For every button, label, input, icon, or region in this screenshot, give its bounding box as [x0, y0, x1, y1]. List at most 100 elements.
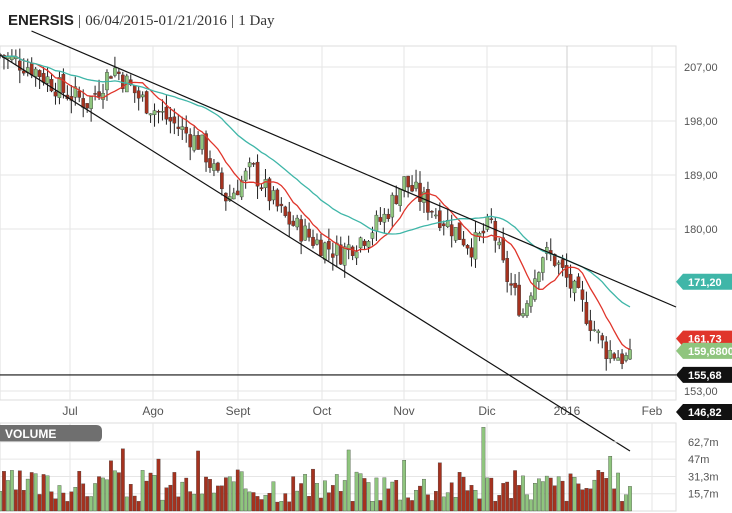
volume-bar: [124, 496, 129, 512]
candle-body: [315, 239, 319, 245]
volume-bar: [346, 449, 351, 512]
candle-body: [552, 254, 557, 266]
volume-bar: [57, 485, 62, 512]
volume-bar: [334, 474, 339, 512]
volume-bar: [481, 427, 486, 512]
y-tick-label: 207,00: [684, 62, 718, 74]
volume-bar: [580, 489, 585, 512]
volume-bar: [33, 473, 38, 512]
volume-bar: [540, 481, 545, 512]
volume-bar: [461, 476, 466, 512]
volume-bar: [509, 498, 513, 512]
candle-body: [77, 90, 82, 98]
volume-bar: [172, 472, 177, 512]
candle-body: [378, 217, 383, 222]
volume-bar: [588, 488, 593, 512]
volume-bar: [612, 488, 617, 512]
title-separator: |: [231, 13, 235, 29]
volume-bar: [239, 471, 244, 512]
volume-bar: [6, 480, 10, 512]
candle-body: [271, 190, 276, 201]
volume-bar: [592, 479, 597, 512]
candle-body: [307, 228, 311, 238]
candle-body: [592, 329, 597, 331]
volume-bar: [136, 501, 141, 512]
candle-body: [584, 301, 589, 324]
volume-bar: [358, 473, 363, 512]
candle-body: [117, 71, 121, 74]
candle-body: [612, 353, 616, 359]
price-tag-label: 171,20: [688, 277, 722, 289]
volume-bar: [608, 455, 613, 512]
candle-body: [620, 353, 624, 364]
candle-body: [572, 280, 577, 294]
volume-bar: [596, 470, 601, 512]
candle-body: [275, 189, 280, 207]
volume-bar: [144, 480, 149, 512]
candle-body: [366, 241, 371, 248]
volume-bar: [465, 490, 470, 512]
volume-bar: [505, 481, 510, 512]
candle-body: [485, 216, 490, 230]
candle-body: [342, 246, 347, 266]
candle-body: [220, 172, 224, 190]
candle-body: [235, 190, 240, 196]
price-tag-shape: [676, 342, 732, 359]
volume-bar: [21, 490, 26, 512]
candle-body: [89, 96, 93, 109]
candle-body: [327, 241, 331, 250]
x-tick-label: Sept: [226, 404, 251, 418]
candle-body: [85, 103, 89, 109]
volume-bar: [394, 479, 399, 512]
volume-bar: [548, 477, 553, 512]
x-tick-label: Ago: [142, 404, 164, 418]
candle-body: [33, 68, 38, 77]
volume-bar: [267, 492, 272, 512]
price-tag-shape: [676, 404, 732, 420]
price-tag-label: 155,68: [688, 370, 722, 382]
volume-bar: [319, 497, 323, 512]
volume-bar: [433, 491, 438, 512]
volume-bar: [560, 480, 565, 512]
candle-body: [61, 74, 66, 93]
price-tag-shape: [676, 330, 732, 347]
volume-bar: [192, 493, 197, 512]
candle-body: [434, 214, 438, 217]
volume-bar: [529, 499, 533, 512]
volume-bar: [584, 488, 589, 512]
candle-body: [525, 303, 529, 316]
volume-bar: [13, 489, 18, 512]
candle-body: [497, 241, 502, 246]
candle-body: [164, 106, 169, 120]
volume-bar: [73, 487, 78, 512]
volume-bar: [378, 500, 383, 512]
candles: [0, 48, 632, 371]
candle-body: [473, 232, 478, 260]
volume-bar: [152, 475, 157, 512]
volume-bar: [89, 496, 93, 512]
candle-body: [97, 91, 101, 97]
candle-body: [418, 182, 422, 202]
volume-bar: [398, 499, 403, 512]
volume-bar: [212, 492, 216, 512]
candle-body: [390, 194, 395, 218]
volume-label: VOLUME: [5, 427, 56, 441]
volume-bar: [184, 477, 189, 512]
candle-body: [386, 213, 391, 220]
volume-bar: [497, 495, 502, 512]
volume-bar: [223, 477, 228, 512]
volume-bar: [430, 500, 434, 512]
candle-body: [303, 225, 307, 241]
candle-body: [267, 178, 272, 202]
volume-bar: [255, 496, 260, 512]
volume-bar: [231, 481, 236, 512]
candle-body: [156, 111, 161, 113]
candle-body: [251, 163, 256, 165]
volume-bar: [406, 497, 410, 512]
volume-bar: [453, 497, 458, 512]
volume-bar: [568, 473, 573, 512]
volume-bar: [291, 476, 296, 512]
candle-body: [394, 195, 399, 205]
